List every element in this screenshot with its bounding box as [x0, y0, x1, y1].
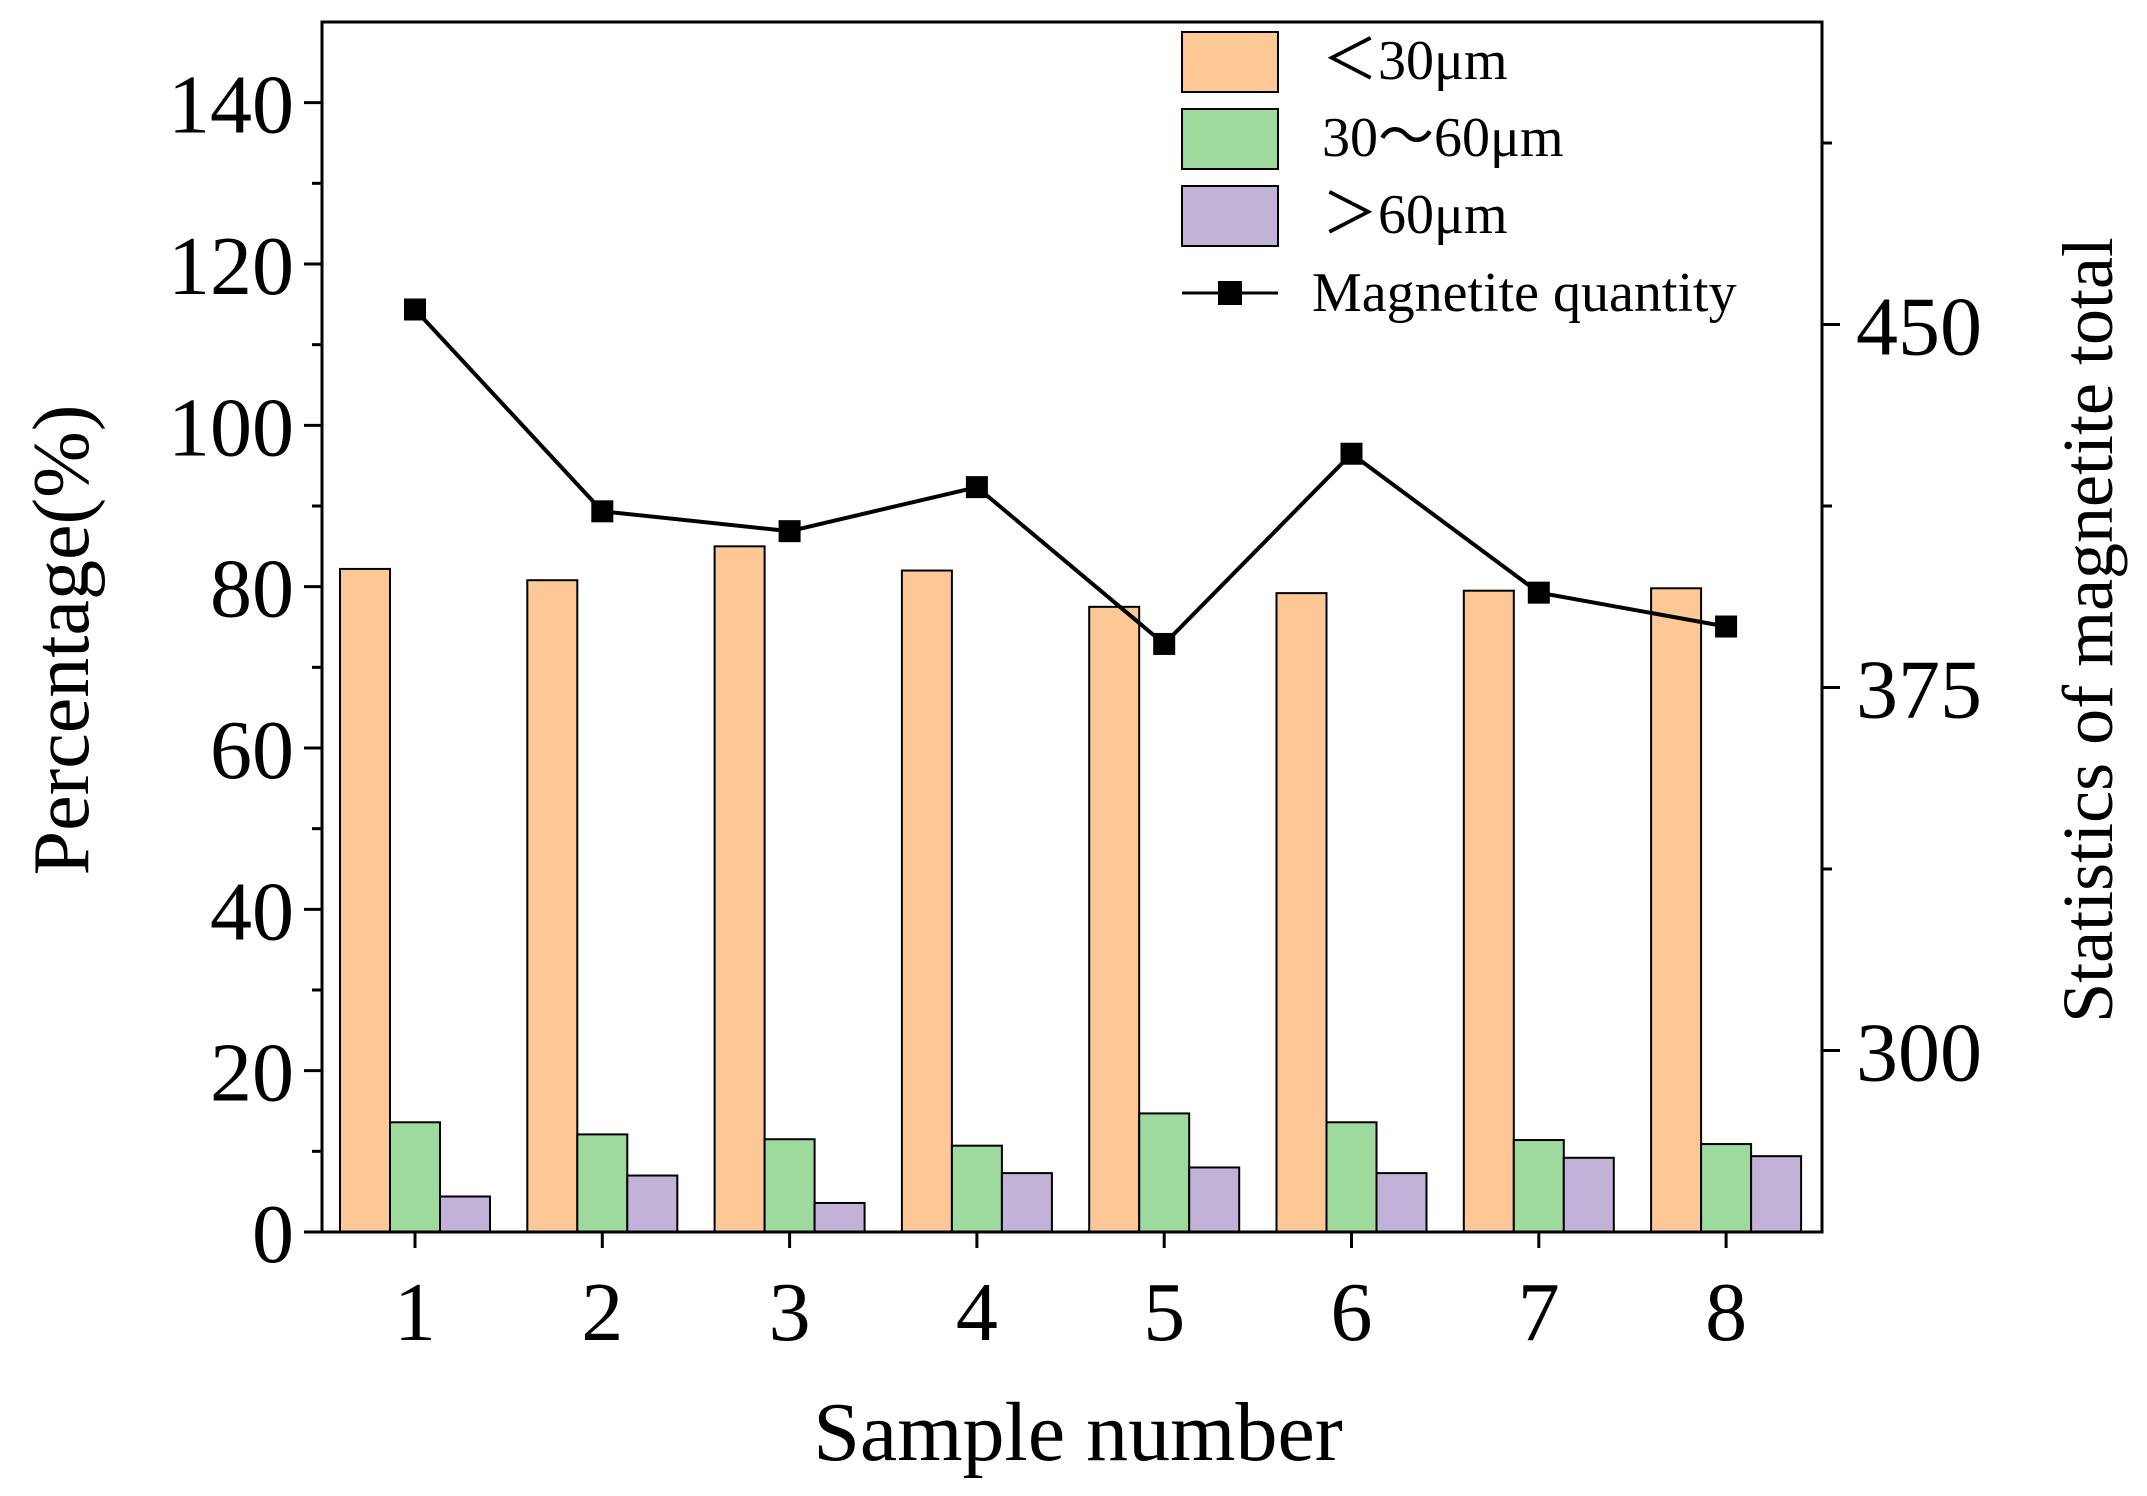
bar-series1-sample-7 [1462, 589, 1515, 1233]
x-tick-label-3: 3 [769, 1266, 811, 1359]
legend-swatch-series1 [1181, 31, 1279, 93]
bar-series3-sample-2 [626, 1174, 679, 1233]
x-tick-label-6: 6 [1331, 1266, 1373, 1359]
legend-label-series2: 30～60μm [1322, 107, 1564, 169]
bar-series3-sample-1 [439, 1195, 491, 1234]
x-tick-label-1: 1 [394, 1266, 436, 1359]
x-tick-label-2: 2 [581, 1266, 623, 1359]
plot-frame [320, 20, 1824, 1234]
bar-series1-sample-1 [339, 567, 391, 1233]
bar-series2-sample-7 [1512, 1139, 1565, 1234]
bar-series3-sample-5 [1188, 1166, 1241, 1234]
magnetite-point-sample-1 [404, 298, 426, 321]
y2-axis-label: Statistics of magnetite total [2048, 237, 2128, 1023]
legend-line-marker [1218, 281, 1242, 305]
y-tick-label-40: 40 [210, 865, 294, 958]
bar-series2-sample-4 [950, 1144, 1003, 1233]
legend-swatch-series3 [1181, 185, 1279, 247]
magnetite-point-sample-6 [1340, 442, 1363, 465]
y-tick-label-60: 60 [210, 704, 294, 797]
y-axis-label: Percentage(%) [18, 405, 106, 876]
y-tick-label-0: 0 [252, 1188, 294, 1281]
y-tick-label-20: 20 [210, 1027, 294, 1120]
y-tick-label-120: 120 [168, 220, 294, 313]
magnetite-point-sample-2 [591, 500, 614, 523]
bar-series3-sample-3 [813, 1201, 866, 1233]
x-tick-label-8: 8 [1705, 1266, 1747, 1359]
bar-series2-sample-2 [576, 1133, 629, 1233]
bar-series2-sample-5 [1138, 1112, 1191, 1234]
legend: ＜30μm 30～60μm ＞60μm Magnetite quantity [1181, 30, 1737, 324]
magnetite-point-sample-4 [965, 476, 988, 499]
x-tick-label-4: 4 [956, 1266, 998, 1359]
magnetite-point-sample-8 [1715, 615, 1738, 638]
y-tick-label-140: 140 [168, 59, 294, 152]
x-axis-label: Sample number [813, 1386, 1343, 1479]
legend-label-magnetite: Magnetite quantity [1312, 262, 1737, 324]
legend-swatch-series2 [1181, 108, 1279, 170]
magnetite-point-sample-5 [1153, 632, 1176, 655]
bar-series1-sample-6 [1275, 592, 1328, 1233]
y-tick-label-100: 100 [168, 381, 294, 474]
y-tick-label-80: 80 [210, 543, 294, 636]
y2-tick-label-375: 375 [1856, 644, 1982, 737]
bar-series2-sample-1 [389, 1121, 441, 1233]
axes-layer: 0 20 40 60 80 100 120 140 300 375 450 1 2 3 4 5 6 7 8 [168, 20, 1982, 1359]
bar-series1-sample-3 [713, 545, 766, 1233]
line-layer [404, 298, 1738, 655]
bar-series1-sample-5 [1088, 605, 1141, 1233]
magnetite-point-sample-7 [1527, 581, 1550, 604]
magnetite-point-sample-3 [778, 520, 801, 543]
bar-series2-sample-8 [1700, 1143, 1753, 1234]
y2-tick-label-300: 300 [1856, 1007, 1982, 1100]
bar-series1-sample-4 [900, 569, 953, 1233]
bar-series3-sample-8 [1750, 1155, 1803, 1234]
x-tick-label-5: 5 [1143, 1266, 1185, 1359]
legend-label-series3: ＞60μm [1322, 184, 1508, 246]
bar-series3-sample-6 [1375, 1172, 1428, 1233]
bar-series3-sample-7 [1562, 1156, 1615, 1233]
bar-series3-sample-4 [1000, 1172, 1053, 1233]
bar-series2-sample-6 [1325, 1121, 1378, 1233]
bars-layer [339, 545, 1803, 1234]
bar-series1-sample-2 [526, 579, 579, 1233]
magnetite-quantity-line [413, 308, 1727, 647]
y2-tick-label-450: 450 [1856, 281, 1982, 374]
legend-label-series1: ＜30μm [1322, 30, 1508, 92]
x-tick-label-7: 7 [1518, 1266, 1560, 1359]
bar-series2-sample-3 [763, 1138, 816, 1233]
bar-series1-sample-8 [1650, 587, 1703, 1233]
